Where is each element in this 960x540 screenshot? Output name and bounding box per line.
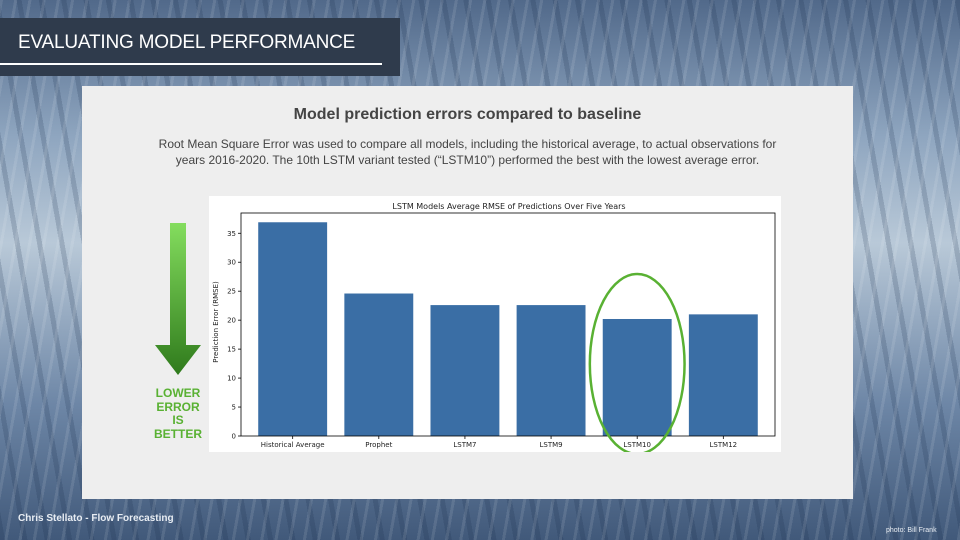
y-tick-label: 0 [232, 433, 236, 441]
plot-frame [240, 212, 776, 437]
callout-line: IS [172, 413, 184, 427]
lower-error-callout: LOWER ERROR IS BETTER [150, 386, 206, 441]
chart-title: LSTM Models Average RMSE of Predictions … [392, 202, 625, 211]
x-tick-label: Prophet [365, 441, 392, 449]
x-tick-label: LSTM9 [540, 441, 563, 449]
bar-lstm9 [516, 305, 586, 436]
callout-line: LOWER [155, 386, 201, 400]
x-tick-label: LSTM10 [623, 441, 651, 449]
bar-lstm7 [430, 305, 500, 436]
y-tick-label: 30 [227, 259, 236, 267]
y-tick-label: 15 [227, 346, 236, 354]
footer-author: Chris Stellato - Flow Forecasting [18, 513, 174, 524]
y-ticks-group: 0 5 10 15 20 25 30 35 [227, 230, 241, 441]
slide-title: EVALUATING MODEL PERFORMANCE [18, 32, 356, 53]
rmse-bar-chart: LSTM Models Average RMSE of Predictions … [212, 202, 776, 452]
bar-historical-average [258, 222, 328, 436]
x-ticks-group: Historical Average Prophet LSTM7 LSTM9 LSTM1… [261, 436, 737, 449]
bar-lstm10 [602, 318, 672, 436]
rmse-chart: LSTM Models Average RMSE of Predictions … [209, 196, 781, 452]
x-tick-label: LSTM12 [710, 441, 738, 449]
bar-lstm12 [688, 314, 758, 436]
y-tick-label: 5 [232, 404, 236, 412]
bar-prophet [344, 293, 414, 436]
x-tick-label: LSTM7 [453, 441, 476, 449]
x-tick-label: Historical Average [261, 441, 325, 449]
callout-line: ERROR [156, 399, 200, 414]
down-arrow-icon [155, 223, 201, 375]
y-tick-label: 35 [227, 230, 236, 238]
bars-group [258, 222, 758, 436]
panel-title: Model prediction errors compared to base… [293, 106, 642, 123]
photo-credit: photo: Bill Frank [886, 527, 937, 534]
y-tick-label: 20 [227, 317, 236, 325]
callout-line: BETTER [154, 426, 202, 441]
y-tick-label: 25 [227, 288, 236, 296]
slide-title-bar: EVALUATING MODEL PERFORMANCE [0, 18, 400, 76]
y-tick-label: 10 [227, 375, 236, 383]
best-model-highlight-ring [588, 272, 686, 452]
title-underline [0, 63, 382, 65]
panel-description: Root Mean Square Error was used to compa… [158, 137, 777, 167]
y-axis-label: Prediction Error (RMSE) [212, 281, 220, 363]
